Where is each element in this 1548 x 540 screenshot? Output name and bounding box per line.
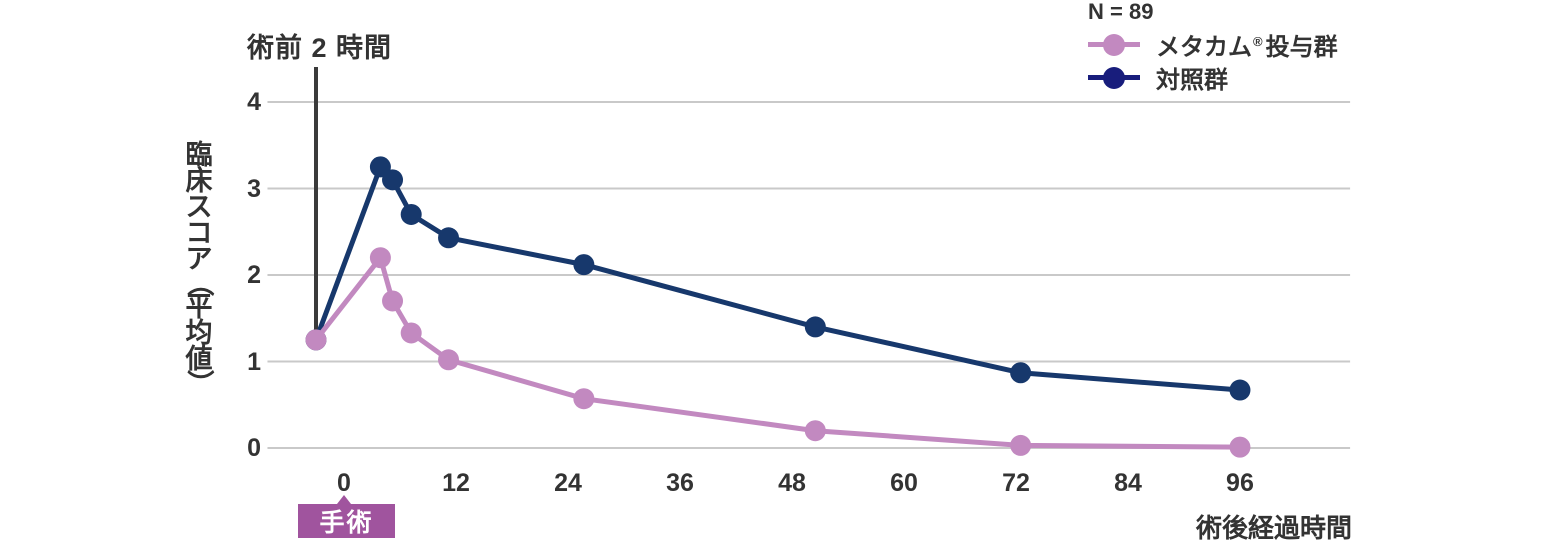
x-tick-label: 72 xyxy=(1002,469,1030,497)
control-data-point-marker xyxy=(573,254,595,276)
legend-item-metacam: メタカム® 投与群 xyxy=(1088,28,1338,61)
x-tick-label: 84 xyxy=(1114,469,1142,497)
metacam-data-point-marker xyxy=(400,322,422,344)
x-axis-title: 術後経過時間 xyxy=(1195,513,1352,540)
control-legend-marker xyxy=(1088,66,1140,89)
metacam-legend-dot xyxy=(1103,33,1125,56)
surgery-badge: 手術 xyxy=(298,495,395,538)
y-axis-title-char: ） xyxy=(184,369,214,397)
y-axis-title-char: 平 xyxy=(185,292,213,322)
y-axis-title-char: 床 xyxy=(185,166,213,196)
y-axis-title-char: 均 xyxy=(185,318,213,348)
y-axis-title-char: 値 xyxy=(185,344,213,374)
metacam-data-point-marker xyxy=(1010,434,1032,456)
metacam-data-point-marker xyxy=(382,290,404,312)
y-axis-title-char: ア xyxy=(185,244,213,274)
legend: N = 89 メタカム® 投与群 対照群 xyxy=(1088,0,1338,94)
metacam-data-point-marker xyxy=(1229,436,1251,458)
control-data-point-marker xyxy=(382,169,404,191)
n-count-label: N = 89 xyxy=(1088,0,1154,24)
y-axis-title-char: （ xyxy=(184,269,214,297)
x-tick-label: 60 xyxy=(890,469,918,497)
control-data-point-marker xyxy=(438,227,460,249)
x-tick-label: 96 xyxy=(1226,469,1254,497)
metacam-label-suffix: 投与群 xyxy=(1265,34,1338,61)
metacam-legend-marker xyxy=(1088,33,1140,56)
control-legend-dot xyxy=(1103,66,1125,89)
x-tick-label: 0 xyxy=(337,469,351,497)
y-tick-label: 1 xyxy=(247,347,261,376)
x-tick-label: 24 xyxy=(554,469,582,497)
y-axis-title-char: 臨 xyxy=(185,140,213,170)
control-data-point-marker xyxy=(804,316,826,338)
preop-annotation: 術前 2 時間 xyxy=(247,33,393,63)
metacam-data-point-marker xyxy=(573,388,595,410)
x-tick-label: 48 xyxy=(778,469,806,497)
control-data-point-marker xyxy=(400,203,422,225)
y-tick-label: 3 xyxy=(247,174,261,203)
control-data-point-marker xyxy=(1010,362,1032,384)
x-tick-label: 36 xyxy=(666,469,694,497)
y-axis-title-char: ス xyxy=(185,192,213,222)
x-tick-label: 12 xyxy=(442,469,470,497)
surgery-badge-notch xyxy=(337,495,351,504)
y-tick-label: 4 xyxy=(247,88,261,116)
metacam-data-point-marker xyxy=(804,420,826,442)
metacam-data-point-marker xyxy=(438,349,460,371)
legend-label-metacam: メタカム® 投与群 xyxy=(1156,27,1338,62)
metacam-data-point-marker xyxy=(369,247,391,269)
legend-label-control: 対照群 xyxy=(1156,67,1228,94)
control-data-point-marker xyxy=(1229,379,1251,401)
y-axis-title-char: コ xyxy=(185,218,213,248)
registered-trademark-icon: ® xyxy=(1253,34,1263,49)
legend-item-control: 対照群 xyxy=(1088,61,1338,94)
y-tick-label: 0 xyxy=(247,434,261,462)
y-tick-label: 2 xyxy=(247,261,261,289)
metacam-data-point-marker xyxy=(305,329,327,351)
metacam-label-text: メタカム xyxy=(1156,34,1252,61)
y-axis-title: 臨床スコア（平均値） xyxy=(183,140,215,397)
